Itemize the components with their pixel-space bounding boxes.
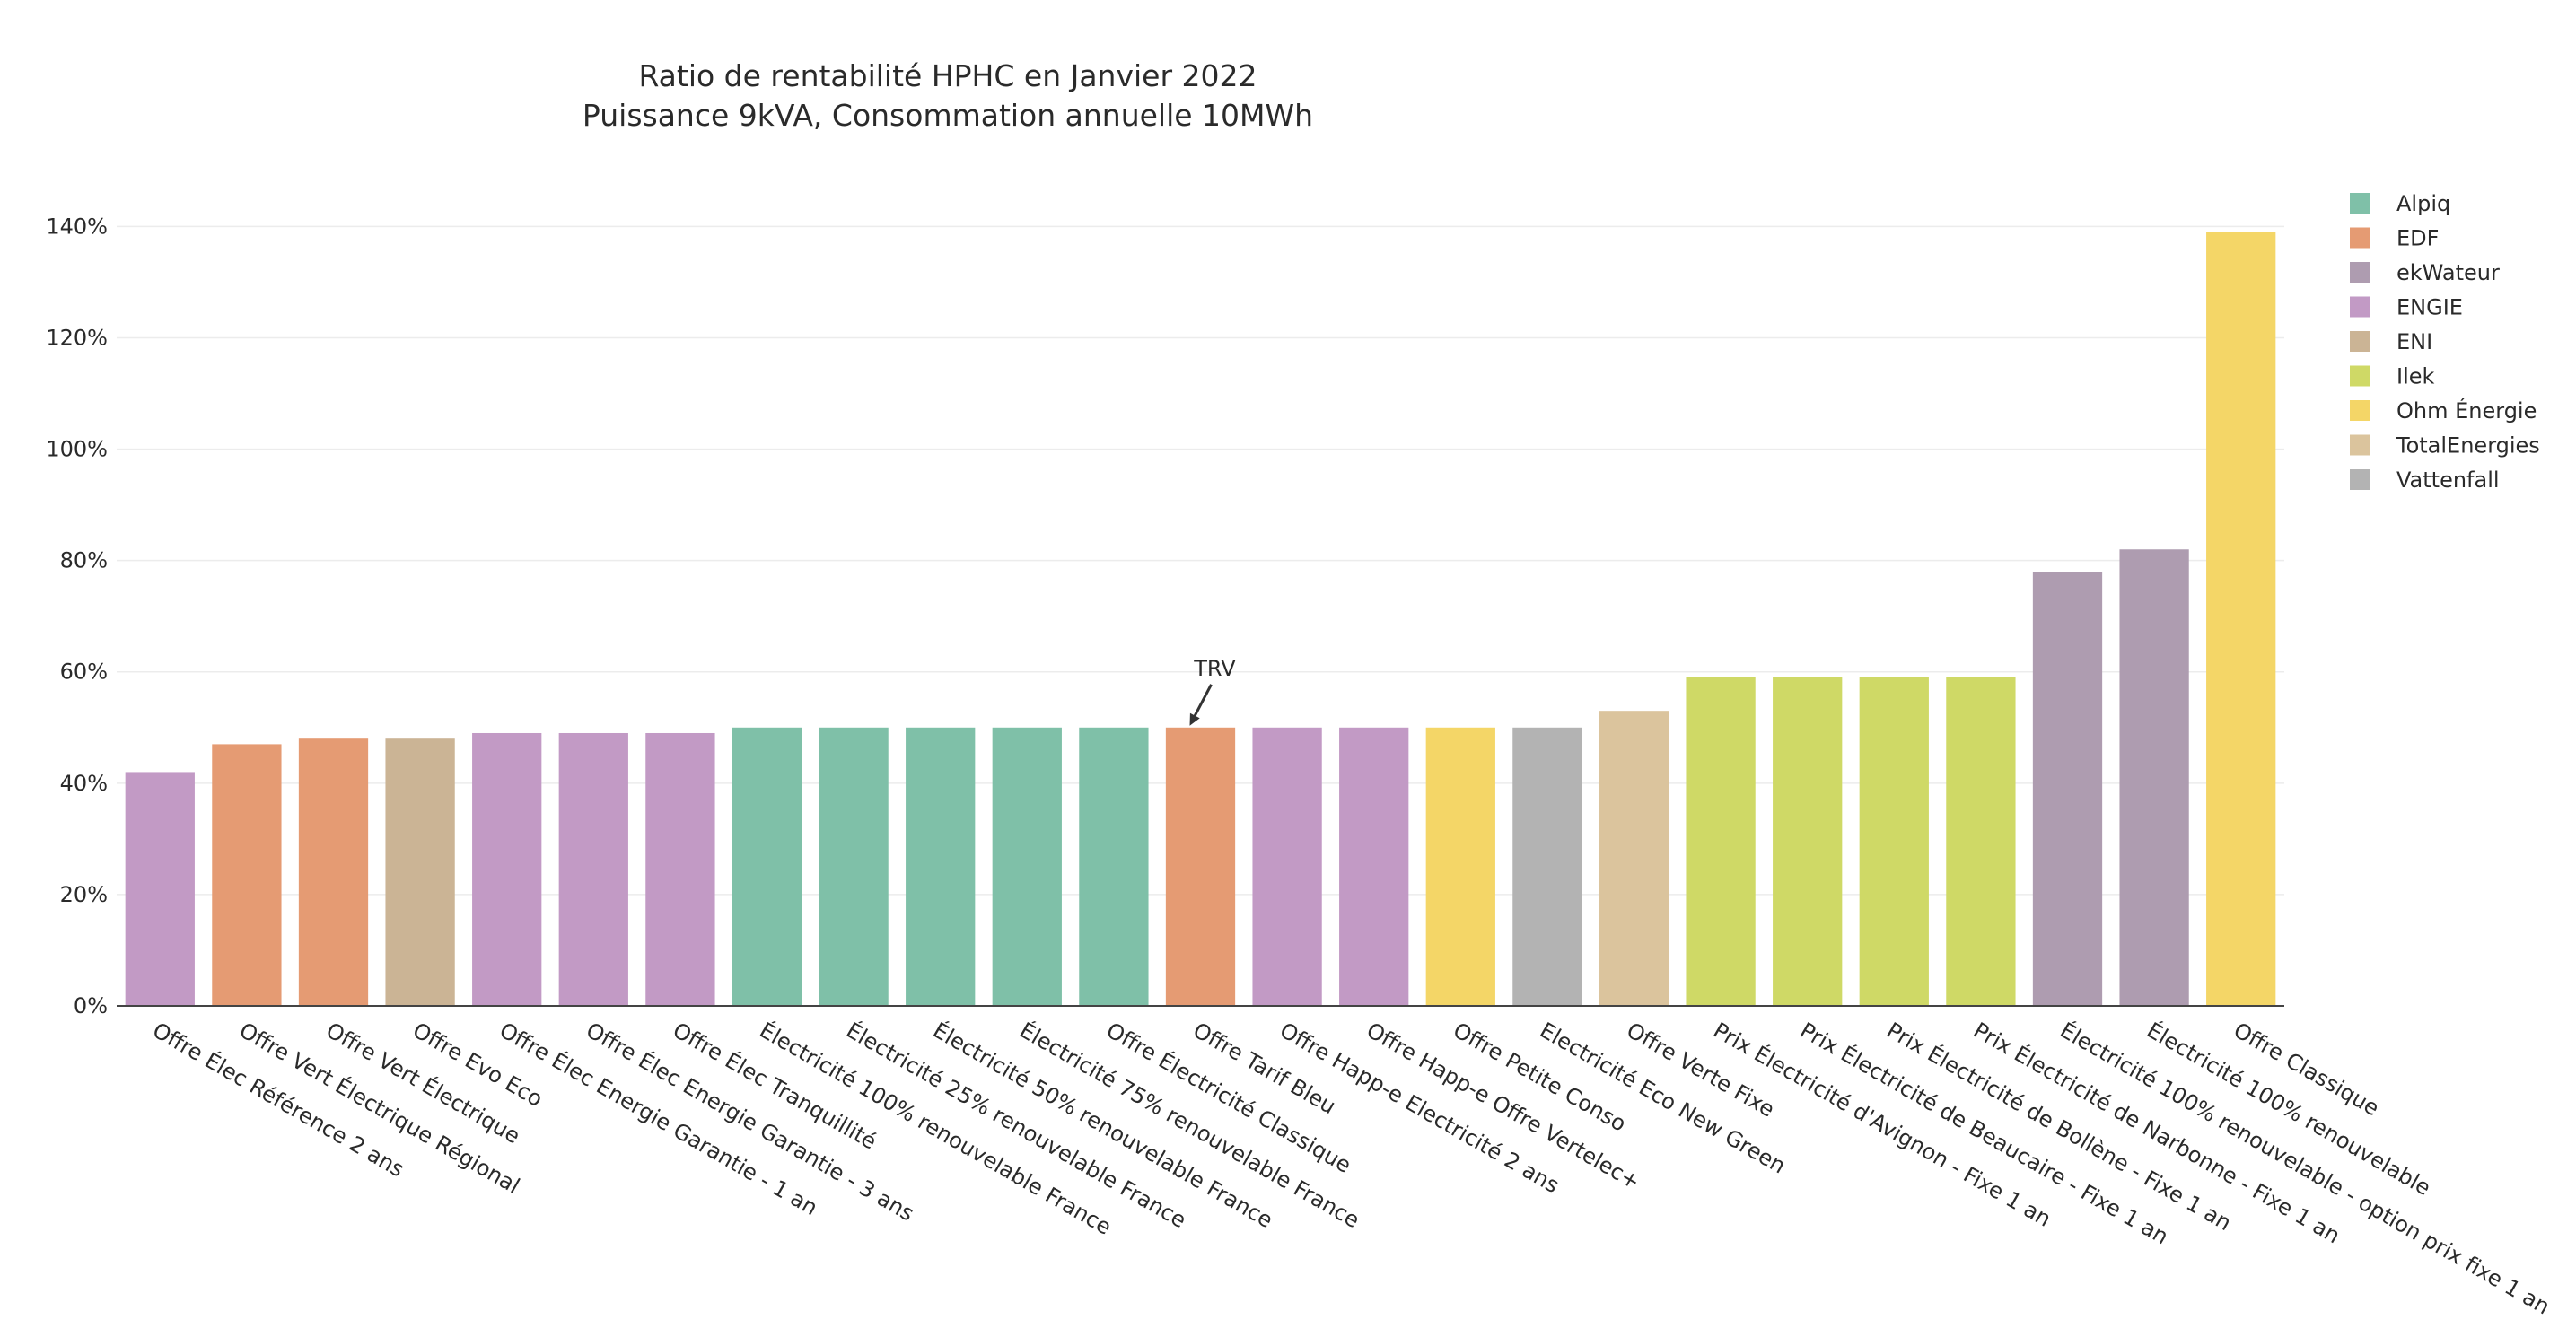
chart-title: Ratio de rentabilité HPHC en Janvier 202… <box>638 58 1257 93</box>
bar <box>732 727 802 1006</box>
bar <box>906 727 976 1006</box>
bar <box>2206 232 2276 1006</box>
bar <box>1512 727 1582 1006</box>
legend-label: Ilek <box>2396 364 2435 389</box>
legend-swatch <box>2350 469 2370 490</box>
bar <box>1773 677 1843 1006</box>
legend-swatch <box>2350 331 2370 352</box>
annotation-label: TRV <box>1193 656 1236 681</box>
bar <box>1859 677 1929 1006</box>
legend-label: ENI <box>2396 329 2432 354</box>
legend-label: ENGIE <box>2396 295 2463 320</box>
bar <box>212 744 282 1006</box>
y-tick-label: 20% <box>60 882 108 907</box>
y-axis-ticks: 0% 20% 40% 60% 80% 100% 120% 140% <box>46 214 108 1018</box>
bar <box>992 727 1062 1006</box>
y-tick-label: 0% <box>74 993 108 1018</box>
bar <box>558 732 628 1006</box>
annotation-arrow <box>1191 684 1213 721</box>
chart-subtitle: Puissance 9kVA, Consommation annuelle 10… <box>583 98 1313 133</box>
bar <box>819 727 889 1006</box>
legend: Alpiq EDF ekWateur ENGIE ENI Ilek Ohm Énergie T… <box>2350 191 2540 493</box>
y-tick-label: 100% <box>46 437 108 462</box>
y-tick-label: 60% <box>60 660 108 685</box>
legend-label: Vattenfall <box>2396 468 2500 493</box>
annotations: TRV <box>1189 656 1236 726</box>
legend-swatch <box>2350 193 2370 214</box>
bar <box>1252 727 1322 1006</box>
y-tick-label: 120% <box>46 325 108 350</box>
bar <box>125 772 195 1006</box>
bar <box>645 732 715 1006</box>
legend-swatch <box>2350 227 2370 249</box>
bars <box>125 232 2276 1006</box>
legend-swatch <box>2350 400 2370 421</box>
legend-label: Alpiq <box>2396 191 2450 216</box>
legend-label: Ohm Énergie <box>2396 398 2537 424</box>
bar <box>2032 572 2103 1006</box>
bar <box>1946 677 2016 1006</box>
bar <box>1339 727 1409 1006</box>
bar <box>298 738 369 1006</box>
legend-swatch <box>2350 434 2370 456</box>
bar <box>385 738 455 1006</box>
y-tick-label: 80% <box>60 548 108 573</box>
legend-swatch <box>2350 296 2370 318</box>
bar <box>1686 677 1756 1006</box>
bar <box>1599 711 1669 1006</box>
y-tick-label: 40% <box>60 771 108 796</box>
legend-label: ekWateur <box>2396 260 2500 285</box>
bar <box>472 732 542 1006</box>
legend-label: TotalEnergies <box>2396 433 2540 459</box>
legend-swatch <box>2350 365 2370 387</box>
legend-swatch <box>2350 262 2370 283</box>
annotation-arrowhead <box>1189 712 1200 726</box>
bar <box>1079 727 1149 1006</box>
bar <box>1165 727 1236 1006</box>
bar <box>2119 549 2189 1006</box>
legend-label: EDF <box>2396 226 2439 251</box>
bar <box>1425 727 1495 1006</box>
y-tick-label: 140% <box>46 214 108 239</box>
